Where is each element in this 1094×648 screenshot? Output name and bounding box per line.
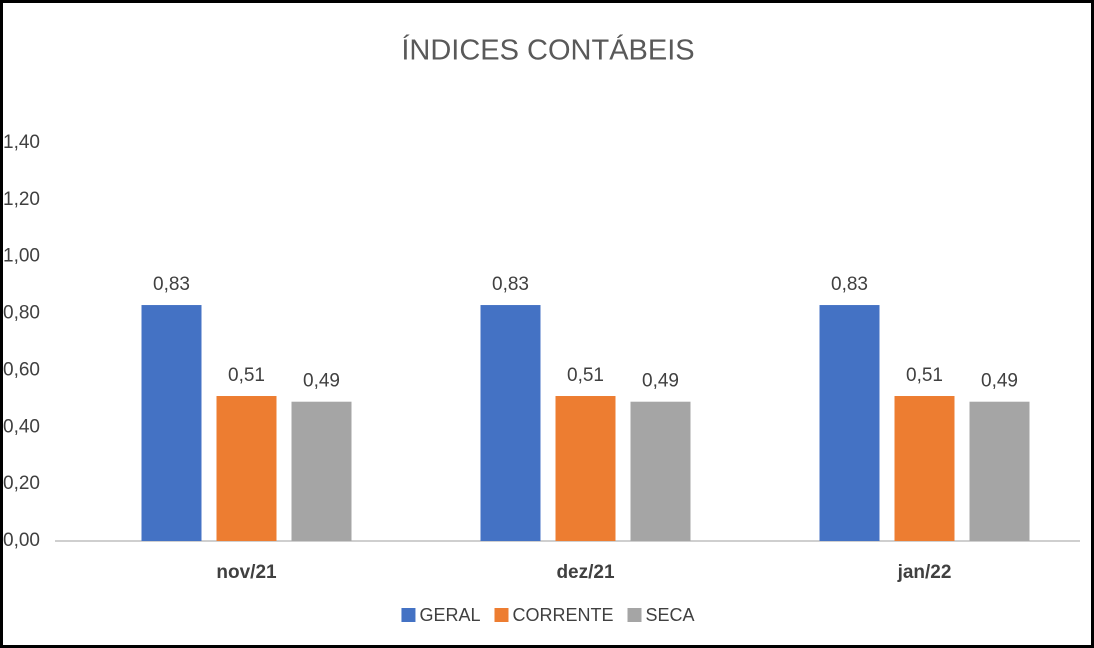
bar [291, 401, 352, 541]
y-tick-label: 1,20 [3, 189, 40, 210]
bar [630, 401, 691, 541]
bar [216, 396, 277, 541]
x-tick-label: jan/22 [897, 562, 952, 583]
y-tick-label: 1,00 [3, 246, 40, 267]
bar [555, 396, 616, 541]
chart-title: ÍNDICES CONTÁBEIS [401, 34, 694, 67]
data-label: 0,51 [906, 365, 943, 386]
x-tick-label: nov/21 [216, 562, 277, 583]
x-tick-label: dez/21 [556, 562, 615, 583]
data-label: 0,83 [153, 274, 190, 295]
y-tick-label: 0,00 [3, 530, 40, 551]
legend-swatch [401, 608, 416, 622]
y-tick-label: 0,40 [3, 416, 40, 437]
y-tick-label: 0,80 [3, 303, 40, 324]
data-label: 0,51 [228, 365, 265, 386]
data-label: 0,49 [981, 371, 1018, 392]
y-tick-label: 0,20 [3, 473, 40, 494]
legend-label: CORRENTE [512, 605, 613, 625]
data-label: 0,49 [642, 371, 679, 392]
legend-label: GERAL [419, 605, 480, 625]
data-label: 0,83 [831, 274, 868, 295]
bar [819, 305, 880, 541]
legend-label: SECA [646, 605, 695, 625]
bar [480, 305, 541, 541]
y-tick-label: 1,40 [3, 132, 40, 153]
y-tick-label: 0,60 [3, 359, 40, 380]
data-label: 0,49 [303, 371, 340, 392]
legend-swatch [494, 608, 509, 622]
bar [141, 305, 202, 541]
data-label: 0,51 [567, 365, 604, 386]
bar [969, 401, 1030, 541]
bar [894, 396, 955, 541]
data-label: 0,83 [492, 274, 529, 295]
legend-swatch [627, 608, 642, 622]
